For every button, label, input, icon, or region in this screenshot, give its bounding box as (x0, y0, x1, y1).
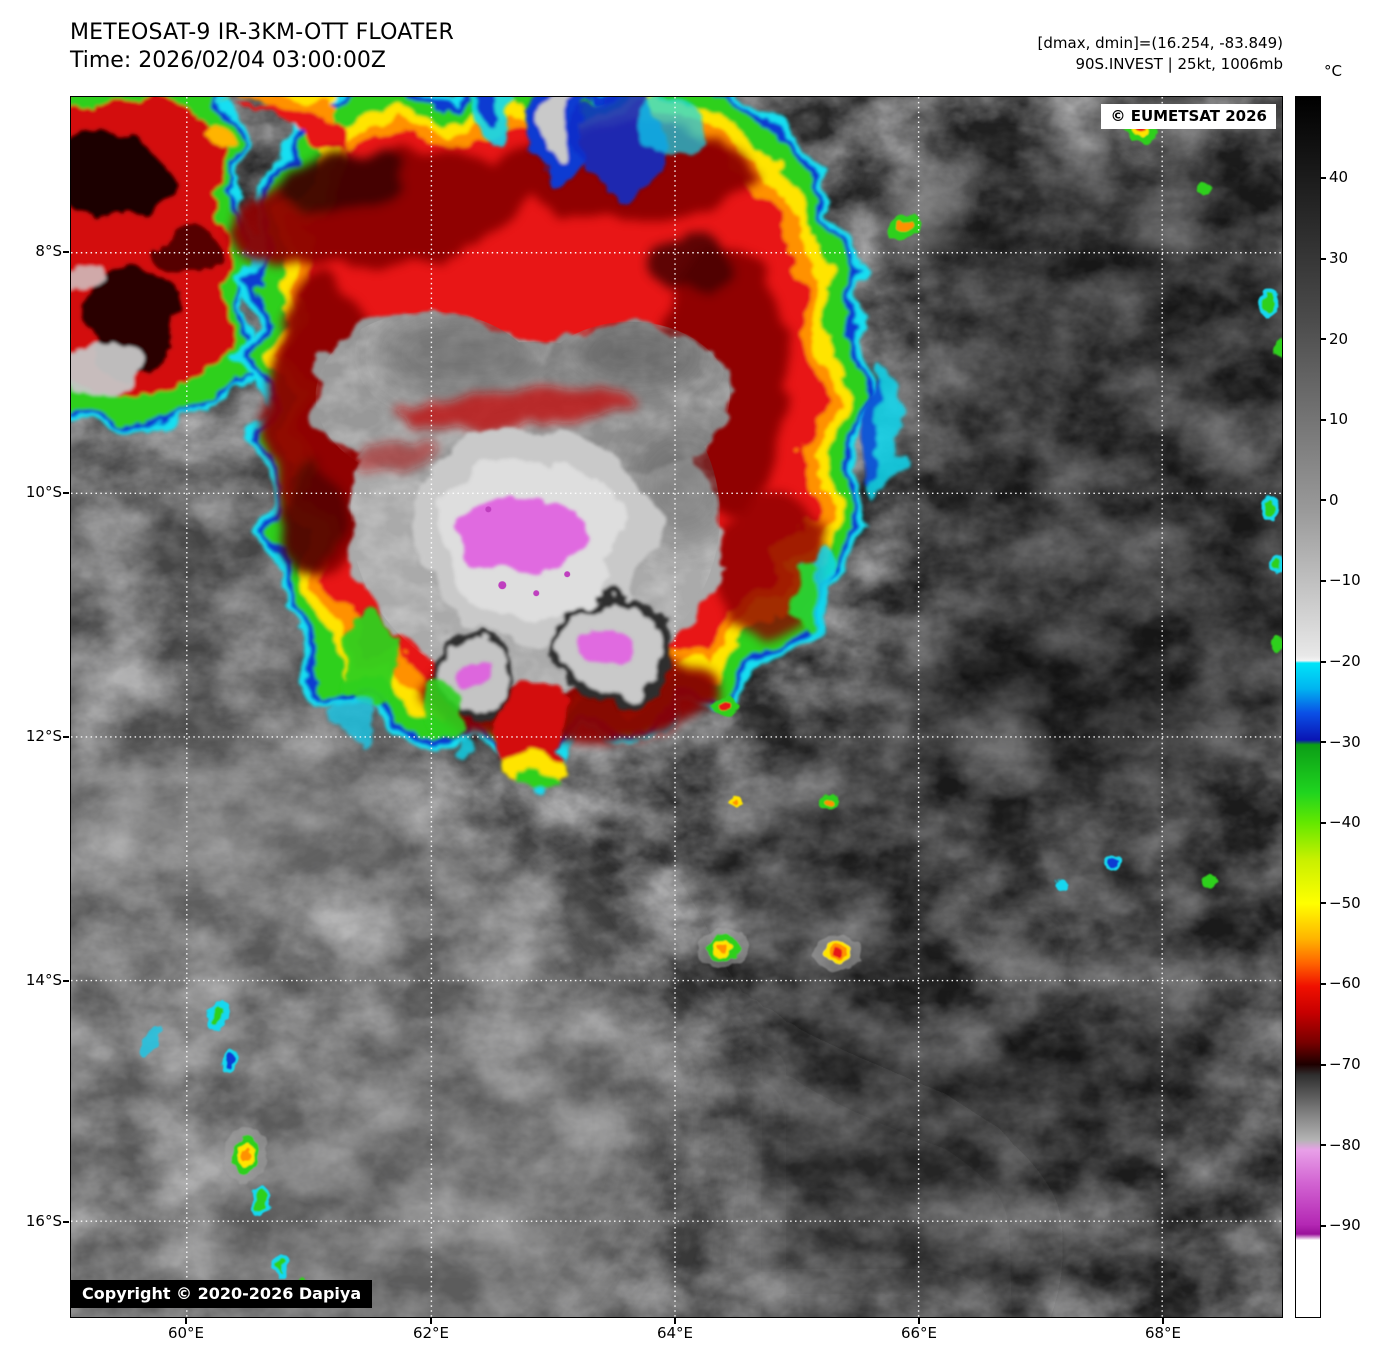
colorbar-tick-label: −80 (1329, 1136, 1361, 1154)
storm-nw-cluster (71, 97, 257, 428)
axis-tick (1162, 1318, 1164, 1324)
axis-tick (63, 1221, 69, 1223)
eumetsat-credit-badge: © EUMETSAT 2026 (1101, 104, 1276, 129)
satellite-imagery (71, 97, 1282, 1317)
colorbar-tick-label: −20 (1329, 652, 1361, 670)
lat-label-16s: 16°S (25, 1212, 62, 1230)
lat-label-12s: 12°S (25, 727, 62, 745)
product-title: METEOSAT-9 IR-3KM-OTT FLOATER (70, 20, 455, 45)
axis-tick (63, 492, 69, 494)
axis-tick (674, 1318, 676, 1324)
lon-label-60e: 60°E (167, 1324, 205, 1342)
lat-label-8s: 8°S (35, 242, 62, 260)
colorbar-tick (1321, 1144, 1326, 1146)
dmax-dmin-readout: [dmax, dmin]=(16.254, -83.849) (1037, 34, 1283, 52)
colorbar-tick (1321, 983, 1326, 985)
colorbar-tick-label: 0 (1329, 491, 1339, 509)
colorbar-tick-label: 10 (1329, 410, 1349, 428)
colorbar-unit-label: °C (1324, 62, 1342, 80)
colorbar-tick (1321, 1225, 1326, 1227)
axis-tick (918, 1318, 920, 1324)
colorbar-tick (1321, 338, 1326, 340)
lat-label-10s: 10°S (25, 483, 62, 501)
invest-info: 90S.INVEST | 25kt, 1006mb (1075, 55, 1283, 73)
temperature-colorbar (1295, 96, 1321, 1318)
colorbar-tick-label: −60 (1329, 974, 1361, 992)
colorbar-tick (1321, 419, 1326, 421)
colorbar-tick (1321, 822, 1326, 824)
axis-tick (185, 1318, 187, 1324)
colorbar-tick-label: −70 (1329, 1055, 1361, 1073)
colorbar-tick (1321, 258, 1326, 260)
satellite-map: © EUMETSAT 2026 Copyright © 2020-2026 Da… (70, 96, 1283, 1318)
colorbar-tick (1321, 902, 1326, 904)
product-time: Time: 2026/02/04 03:00:00Z (70, 48, 386, 73)
lon-label-66e: 66°E (900, 1324, 938, 1342)
axis-tick (63, 251, 69, 253)
storm-coldest-tops-magenta (455, 499, 635, 690)
storm-readout: [dmax, dmin]=(16.254, -83.849) 90S.INVES… (1038, 33, 1283, 75)
colorbar-tick (1321, 499, 1326, 501)
copyright-badge: Copyright © 2020-2026 Dapiya (71, 1280, 373, 1308)
magenta-speckles (485, 506, 571, 597)
axis-tick (430, 1318, 432, 1324)
graticule-gridlines (71, 97, 1282, 1317)
lat-label-14s: 14°S (25, 971, 62, 989)
lon-label-62e: 62°E (412, 1324, 450, 1342)
colorbar-tick (1321, 1064, 1326, 1066)
colorbar-tick-label: −10 (1329, 571, 1361, 589)
colorbar-tick (1321, 661, 1326, 663)
colorbar-tick-label: −30 (1329, 733, 1361, 751)
colorbar-tick (1321, 741, 1326, 743)
colorbar-tick-label: −40 (1329, 813, 1361, 831)
colorbar-tick-label: 30 (1329, 249, 1349, 267)
lon-label-68e: 68°E (1144, 1324, 1182, 1342)
colorbar-tick-label: 40 (1329, 168, 1349, 186)
axis-tick (63, 980, 69, 982)
colorbar-tick (1321, 177, 1326, 179)
axis-tick (63, 736, 69, 738)
colorbar-tick (1321, 580, 1326, 582)
lon-label-64e: 64°E (656, 1324, 694, 1342)
shield-edge-details (337, 97, 901, 802)
brightness-modulation (71, 136, 1282, 1317)
colorbar-tick-label: −90 (1329, 1216, 1361, 1234)
colorbar-tick-label: 20 (1329, 330, 1349, 348)
colorbar-tick-label: −50 (1329, 894, 1361, 912)
header: METEOSAT-9 IR-3KM-OTT FLOATER Time: 2026… (70, 20, 454, 73)
